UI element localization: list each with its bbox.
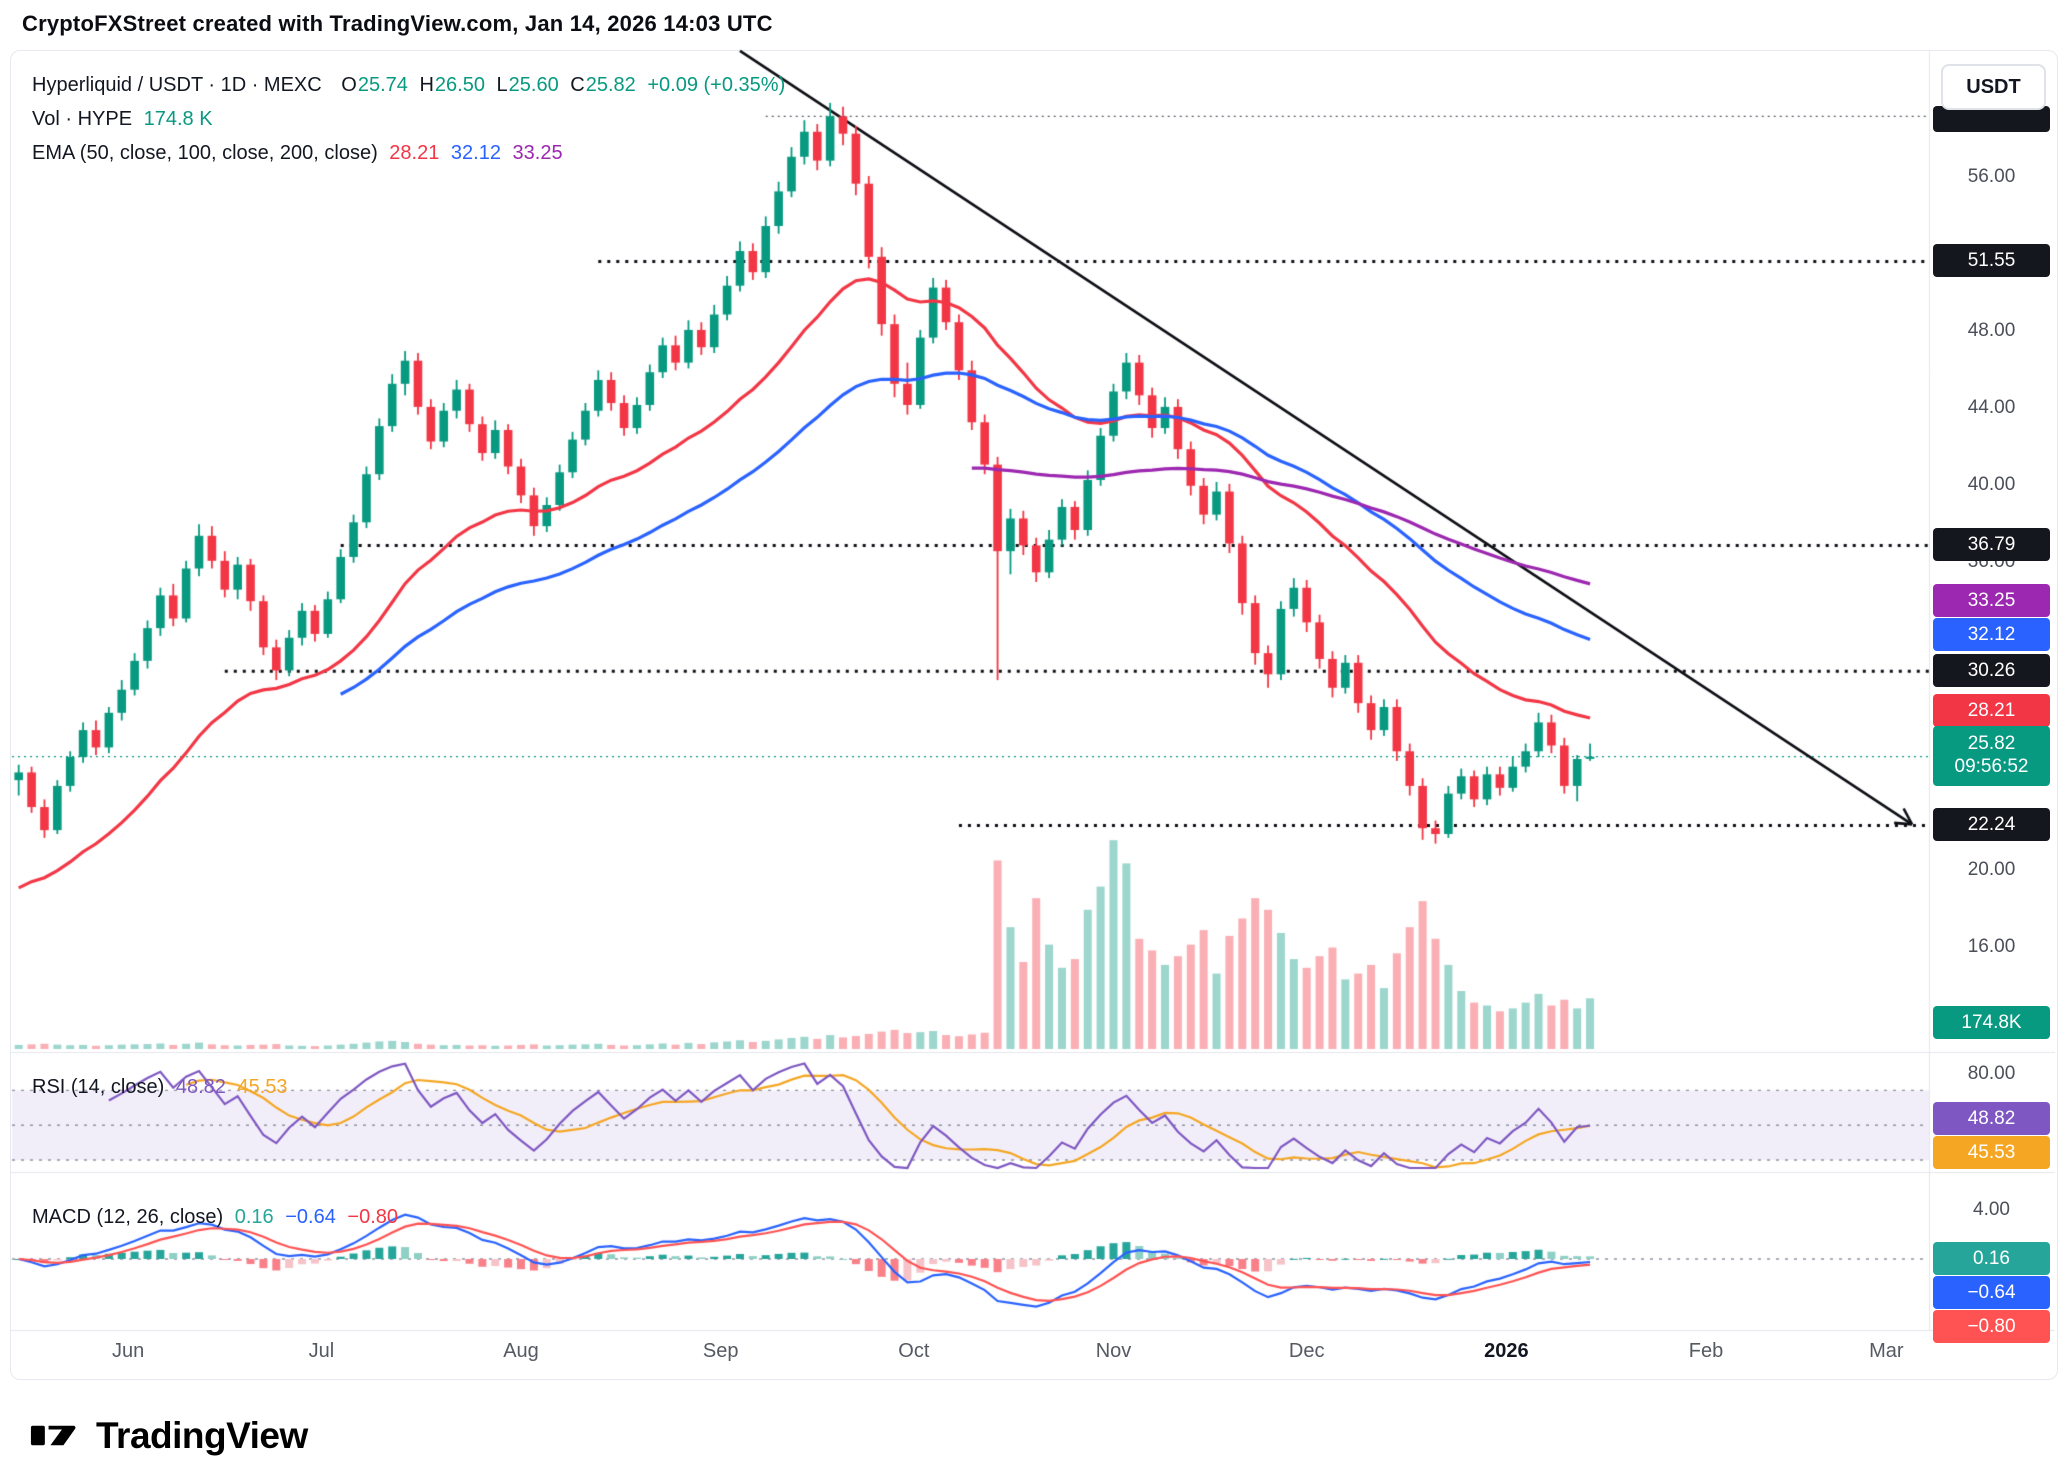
ema-legend-row: EMA (50, close, 100, close, 200, close) … [32, 142, 569, 165]
volume-badge: 174.8K [1933, 1006, 2050, 1039]
macd-signal-value: −0.80 [347, 1206, 399, 1228]
macd-label: MACD (12, 26, close) [32, 1206, 224, 1228]
ema-label: EMA (50, close, 100, close, 200, close) [32, 142, 378, 164]
time-axis-label: Mar [1869, 1340, 1904, 1362]
macd-line-badge: −0.64 [1933, 1276, 2050, 1309]
time-axis-label: Dec [1288, 1340, 1325, 1362]
macd-legend-row: MACD (12, 26, close) 0.16 −0.64 −0.80 [32, 1206, 404, 1229]
open-label: O [341, 74, 357, 96]
low-label: L [496, 74, 508, 96]
change-value: +0.09 (+0.35%) [647, 74, 786, 96]
price-badge-30-26: 30.26 [1933, 654, 2050, 687]
time-axis-label: 2026 [1484, 1340, 1529, 1362]
price-tick: 20.00 [1967, 859, 2016, 880]
price-tick: 44.00 [1967, 397, 2016, 418]
symbol-legend-row: Hyperliquid / USDT · 1D · MEXC O25.74 H2… [32, 74, 791, 97]
price-badge-36-79: 36.79 [1933, 528, 2050, 561]
time-axis-label: Oct [898, 1340, 930, 1362]
time-axis-label: Aug [503, 1340, 539, 1362]
macd-hist-value: 0.16 [234, 1206, 274, 1228]
high-value: 26.50 [434, 74, 485, 96]
price-badge-ema100: 32.12 [1933, 618, 2050, 651]
volume-legend-row: Vol · HYPE 174.8 K [32, 108, 219, 131]
last-price-badge: 25.82 09:56:52 [1933, 726, 2050, 786]
currency-toggle-button[interactable]: USDT [1941, 64, 2046, 110]
rsi-label: RSI (14, close) [32, 1076, 165, 1098]
macd-signal-badge: −0.80 [1933, 1310, 2050, 1343]
time-axis-label: Jun [112, 1340, 145, 1362]
low-value: 25.60 [508, 74, 559, 96]
ema200-value: 33.25 [512, 142, 563, 164]
time-axis[interactable]: Jun Jul Aug Sep Oct Nov Dec 2026 Feb Mar [0, 1330, 1929, 1376]
price-badge-51-55: 51.55 [1933, 244, 2050, 277]
tradingview-brand-text: TradingView [96, 1415, 308, 1456]
symbol-title: Hyperliquid / USDT · 1D · MEXC [32, 74, 322, 96]
bar-countdown: 09:56:52 [1954, 756, 2029, 777]
price-badge-ema200: 33.25 [1933, 584, 2050, 617]
macd-hist-badge: 0.16 [1933, 1242, 2050, 1275]
price-tick: 40.00 [1967, 474, 2016, 495]
close-label: C [570, 74, 585, 96]
price-tick: 56.00 [1967, 166, 2016, 187]
macd-line-value: −0.64 [285, 1206, 336, 1228]
time-axis-label: Feb [1688, 1340, 1724, 1362]
rsi-value: 48.82 [175, 1076, 226, 1098]
time-axis-label: Jul [308, 1340, 335, 1362]
price-tick: 16.00 [1967, 936, 2016, 957]
price-badge-22-24: 22.24 [1933, 808, 2050, 841]
rsi-legend-row: RSI (14, close) 48.82 45.53 [32, 1076, 294, 1099]
high-label: H [419, 74, 434, 96]
price-badge-clipped [1933, 106, 2050, 132]
time-axis-label: Sep [702, 1340, 739, 1362]
ema50-value: 28.21 [389, 142, 440, 164]
volume-value: 174.8 K [143, 108, 213, 130]
ema100-value: 32.12 [450, 142, 501, 164]
price-badge-ema50: 28.21 [1933, 694, 2050, 727]
tradingview-logo-link[interactable]: TradingView [30, 1414, 308, 1458]
rsi-ma-value: 45.53 [237, 1076, 288, 1098]
price-tick: 48.00 [1967, 320, 2016, 341]
open-value: 25.74 [357, 74, 408, 96]
time-axis-label: Nov [1095, 1340, 1132, 1362]
close-value: 25.82 [585, 74, 636, 96]
rsi-tick: 80.00 [1967, 1063, 2016, 1084]
rsi-badge: 48.82 [1933, 1102, 2050, 1135]
macd-tick: 4.00 [1973, 1199, 2010, 1220]
volume-label: Vol · HYPE [32, 108, 133, 130]
rsi-ma-badge: 45.53 [1933, 1136, 2050, 1169]
last-price-value: 25.82 [1967, 733, 2016, 755]
tradingview-logo-icon [30, 1425, 76, 1446]
